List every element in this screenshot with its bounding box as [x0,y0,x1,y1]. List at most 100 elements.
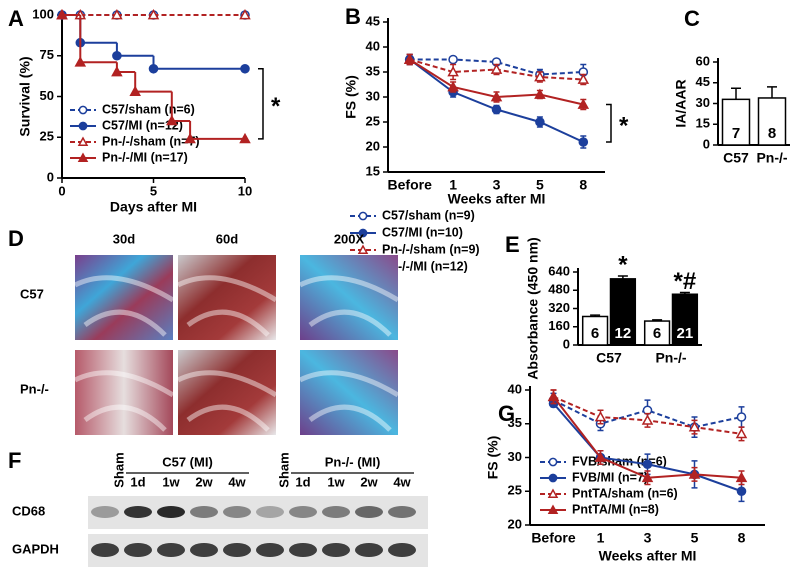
panel-letter: D [8,226,24,251]
marker [403,53,416,64]
marker [577,98,590,109]
blot-band [256,506,284,518]
marker [448,54,458,65]
y-tick-label: 15 [366,163,380,178]
error-bar [767,86,777,98]
legend-marker [548,457,558,467]
y-tick-label: 320 [548,300,570,315]
marker [111,66,123,77]
y-tick-label: 50 [40,88,54,103]
y-tick-label: 40 [508,381,522,396]
marker [577,73,590,84]
histology-image [300,350,398,435]
y-tick-label: 75 [40,47,54,62]
marker [534,88,546,99]
bar [671,293,699,346]
blot-band [289,506,317,518]
marker [547,390,560,402]
blot-band [388,543,416,557]
column-label: 30d [113,231,135,246]
x-tick-label: 5 [150,183,157,198]
tissue-texture [298,370,400,432]
legend-label: C57/MI (n=10) [382,225,463,239]
marker [447,65,459,77]
legend-marker [77,152,89,162]
y-tick-label: 480 [548,282,570,297]
panel-letter: G [498,401,515,426]
legend-marker [547,488,559,498]
y-tick-label: 0 [703,136,710,151]
panel-letter: A [8,6,24,31]
marker [447,80,459,92]
marker [111,8,123,20]
tissue-texture [298,275,400,337]
bar [721,98,751,146]
significance-bracket [258,68,264,140]
lane-label: 1w [162,474,180,489]
significance-bracket [606,103,612,143]
marker [641,471,654,483]
y-tick-label: 0 [563,336,570,351]
legend-marker [78,121,88,131]
legend-marker [78,105,88,115]
marker [184,132,196,144]
lane-label: 1d [130,474,145,489]
bar-label: 12 [615,325,632,342]
legend-marker [547,504,559,514]
legend-label: Pn-/-/sham (n=9) [382,242,480,256]
blot-band [289,543,317,557]
bar-label: 7 [732,125,740,142]
y-tick-label: 0 [47,169,54,184]
legend-marker [548,473,558,483]
blot-band [256,543,284,557]
lane-label: 1w [327,474,345,489]
marker [490,63,503,74]
significance-mark: * [619,113,629,140]
histology-image [75,255,173,340]
blot-band [124,506,152,518]
legend-label: FVB/MI (n=7) [572,470,648,484]
group-label: C57 (MI) [162,454,213,469]
row-label: CD68 [12,503,45,518]
marker [688,468,701,479]
bar [757,97,787,146]
legend-label: C57/sham (n=6) [102,102,195,116]
marker [594,410,607,422]
blot-band [223,506,251,518]
blot-band [355,506,383,518]
y-axis-label: Absorbance (450 nm) [525,237,541,379]
lane-label: 2w [360,474,378,489]
group-label: Pn-/- (MI) [325,454,381,469]
marker [535,117,545,127]
marker [578,137,589,147]
x-tick-label: 3 [644,530,652,546]
marker [642,459,653,470]
y-axis-label: IA/AAR [673,79,689,127]
marker [166,114,178,126]
tissue-texture [176,275,278,337]
blot-band [91,506,119,518]
y-tick-label: 45 [366,13,380,28]
column-label: 200X [334,231,365,246]
marker [736,412,747,422]
marker [735,471,748,483]
bar-label: 6 [653,325,661,342]
row-label: GAPDH [12,541,59,556]
significance-mark: *# [674,268,697,295]
x-tick-label: 8 [579,177,587,193]
bar-label: 21 [677,325,694,342]
bar-label: 6 [591,325,599,342]
bar [643,320,671,346]
blot-band [91,543,119,557]
legend-label: PntTA/sham (n=6) [572,486,678,500]
legend-marker [358,211,368,221]
marker [239,132,251,144]
x-tick-label: C57 [723,150,749,166]
marker [56,8,68,20]
marker [74,56,87,67]
blot-band [355,543,383,557]
legend-label: PntTA/MI (n=8) [572,502,659,516]
legend-label: C57/MI (n=12) [102,118,183,132]
marker [641,414,654,425]
